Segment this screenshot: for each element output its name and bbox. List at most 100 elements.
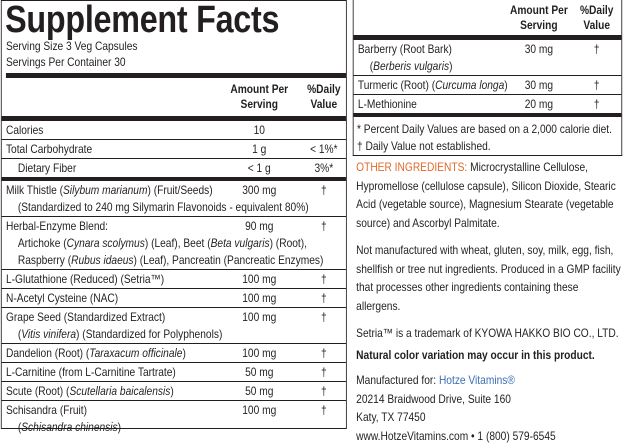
daily-value: † (558, 41, 625, 58)
daily-value-header: %Daily Value (298, 82, 349, 112)
daily-value: † (286, 309, 363, 326)
text: N-Acetyl Cysteine (NAC) (6, 291, 118, 305)
text: Scute (Root) ( (6, 384, 69, 398)
address-line: 20214 Braidwood Drive, Suite 160 (356, 390, 621, 409)
amount: 10 (221, 122, 298, 139)
column-header: Amount Per Serving%Daily Value (2, 78, 346, 121)
text: ) (Root), (270, 236, 307, 250)
daily-value: † (558, 96, 625, 113)
daily-value: † (558, 77, 625, 94)
text: ) (449, 59, 452, 73)
latin-name: Vitis vinifera (21, 327, 76, 341)
text: ) (Leaf), Pancreatin (Pancreatic Enzymes… (134, 253, 324, 267)
row: Dandelion (Root) (Taraxacum officinale)1… (2, 344, 346, 363)
text: Herbal-Enzyme Blend: (6, 219, 108, 233)
row: Herbal-Enzyme Blend: Artichoke (Cynara sc… (2, 217, 346, 270)
latin-name: Cynara scolymus (67, 236, 145, 250)
latin-name: Silybum marianum (63, 183, 147, 197)
text: ) (Standardized for Polyphenols) (76, 327, 222, 341)
trademark: Setria™ is a trademark of KYOWA HAKKO BI… (356, 324, 621, 343)
text: Artichoke ( (18, 236, 67, 250)
text: Milk Thistle ( (6, 183, 63, 197)
row: Turmeric (Root) (Curcuma longa)30 mg† (354, 76, 622, 95)
row: L-Carnitine (from L-Carnitine Tartrate)5… (2, 363, 346, 382)
daily-value: † (286, 182, 363, 199)
ingredient-line: (Berberis vulgaris) (354, 58, 622, 75)
latin-name: Scutellaria baicalensis (69, 384, 170, 398)
footnotes: * Percent Daily Values are based on a 2,… (354, 113, 622, 155)
allergen-statement: Not manufactured with wheat, gluten, soy… (356, 241, 621, 315)
footnote-block: * Percent Daily Values are based on a 2,… (354, 117, 622, 155)
text: L-Methionine (358, 97, 417, 111)
row: Grape Seed (Standardized Extract) (Vitis … (2, 308, 346, 344)
servings-per-container: Servings Per Container 30 (6, 54, 346, 78)
text: Raspberry ( (18, 253, 71, 267)
supplement-facts-panel: Supplement Facts Serving Size 3 Veg Caps… (1, 0, 347, 429)
address-line: Katy, TX 77450 (356, 408, 621, 427)
text: L-Carnitine (from L-Carnitine Tartrate) (6, 365, 176, 379)
latin-name: Taraxacum officinale (89, 346, 182, 360)
daily-value: † (286, 271, 363, 288)
ingredient-line: Artichoke (Cynara scolymus) (Leaf), Beet… (2, 235, 346, 252)
page: Supplement Facts Serving Size 3 Veg Caps… (0, 0, 625, 429)
daily-value: 3%* (286, 160, 363, 177)
footnote: † Daily Value not established. (357, 138, 621, 155)
daily-value: † (286, 290, 363, 307)
footnote: * Percent Daily Values are based on a 2,… (357, 121, 621, 138)
row: Barberry (Root Bark)(Berberis vulgaris)3… (354, 40, 622, 76)
label: Supplement Facts Serving Size 3 Veg Caps… (0, 0, 625, 429)
daily-value: † (286, 364, 363, 381)
manufacturer-label: Manufactured for: (356, 373, 436, 387)
row: Milk Thistle (Silybum marianum) (Fruit/S… (2, 181, 346, 217)
color-note: Natural color variation may occur in thi… (356, 346, 621, 365)
manufacturer: Manufactured for: Hotze Vitamins® (356, 371, 621, 390)
amount-header: Amount Per Serving (505, 3, 573, 33)
title: Supplement Facts (5, 2, 346, 38)
table-body: Barberry (Root Bark)(Berberis vulgaris)3… (354, 40, 622, 113)
ingredient-line: (Vitis vinifera) (Standardized for Polyp… (2, 326, 346, 343)
text: Schisandra (Fruit) (6, 403, 87, 417)
text: Turmeric (Root) ( (358, 78, 435, 92)
text: Dietary Fiber (18, 161, 76, 175)
text: Total Carbohydrate (6, 142, 92, 156)
text: ) (Leaf), Beet ( (145, 236, 211, 250)
column-header: Amount Per Serving%Daily Value (354, 0, 622, 40)
supplement-facts-continued: Amount Per Serving%Daily Value Barberry … (353, 0, 622, 156)
text: ) (170, 384, 173, 398)
row: Calories 10 (2, 121, 346, 140)
text: Calories (6, 123, 43, 137)
daily-value: † (286, 383, 363, 400)
text: (Standardized to 240 mg Silymarin Flavon… (18, 200, 309, 214)
other-ingredients: OTHER INGREDIENTS: Microcrystalline Cell… (356, 158, 621, 232)
text: Grape Seed (Standardized Extract) (6, 310, 165, 324)
row: Scute (Root) (Scutellaria baicalensis)50… (2, 382, 346, 401)
label-text: OTHER INGREDIENTS: Microcrystalline Cell… (356, 158, 621, 445)
text: ) (Fruit/Seeds) (147, 183, 212, 197)
row: L-Glutathione (Reduced) (Setria™)100 mg† (2, 270, 346, 289)
daily-value: † (286, 345, 363, 362)
contact: www.HotzeVitamins.com • 1 (800) 579-6545 (356, 427, 621, 445)
latin-name: Rubus idaeus (71, 253, 133, 267)
text: ) (118, 420, 121, 434)
text: ) (182, 346, 185, 360)
daily-value: † (286, 218, 363, 235)
amount-header: Amount Per Serving (225, 82, 293, 112)
text: L-Glutathione (Reduced) (Setria™) (6, 272, 164, 286)
text: Dandelion (Root) ( (6, 346, 89, 360)
daily-value: < 1%* (286, 141, 363, 158)
latin-name: Beta vulgaris (211, 236, 270, 250)
brand: Hotze Vitamins® (439, 373, 515, 387)
daily-value: † (286, 402, 363, 419)
text: Barberry (Root Bark) (358, 42, 452, 56)
other-ingredients-label: OTHER INGREDIENTS: (356, 160, 467, 174)
row: Schisandra (Fruit) (Schisandra chinensis)… (2, 401, 346, 436)
daily-value-header: %Daily Value (571, 3, 622, 33)
latin-name: Curcuma longa (435, 78, 504, 92)
latin-name: Schisandra chinensis (21, 420, 117, 434)
latin-name: Berberis vulgaris (373, 59, 449, 73)
ingredient-line: (Schisandra chinensis) (2, 419, 346, 436)
